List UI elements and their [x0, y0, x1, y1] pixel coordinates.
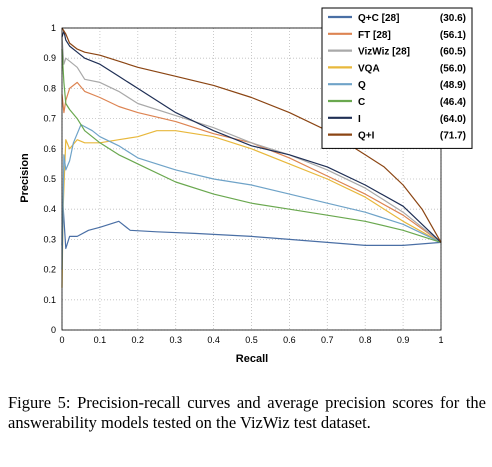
legend-score: (64.0) — [440, 114, 466, 125]
plot-frame — [61, 27, 442, 331]
x-tick-label: 0.6 — [283, 335, 296, 345]
legend-score: (56.1) — [440, 30, 466, 41]
legend-label: Q+C [28] — [358, 13, 399, 24]
axis-layer: 0 0.1 0.2 0.3 0.4 0.5 0.6 0.7 0.8 0.9 1 0 0.1 0.2 0.3 0… — [43, 23, 443, 345]
x-tick-label: 0.5 — [245, 335, 258, 345]
x-tick-label: 0.7 — [321, 335, 334, 345]
y-tick-label: 0.1 — [43, 295, 56, 305]
y-tick-label: 0 — [51, 325, 56, 335]
y-tick-label: 0.9 — [43, 53, 56, 63]
legend-score: (30.6) — [440, 13, 466, 24]
legend-label: Q — [358, 80, 366, 91]
x-tick-label: 0.9 — [397, 335, 410, 345]
series-line-7 — [61, 27, 442, 243]
series-line-6 — [61, 30, 442, 243]
series-line-3 — [61, 130, 442, 288]
legend: Q+C [28] (30.6) FT [28] (56.1) VizWiz [28] (6… — [321, 7, 473, 149]
y-tick-label: 0.3 — [43, 234, 56, 244]
y-tick-label: 0.2 — [43, 265, 56, 275]
legend-label: I — [358, 114, 361, 125]
series-line-5 — [61, 49, 442, 243]
x-axis-title: Recall — [236, 353, 268, 365]
figure-caption: Figure 5: Precision-recall curves and av… — [8, 393, 486, 432]
y-tick-label: 0.8 — [43, 83, 56, 93]
legend-label: VQA — [358, 63, 380, 74]
legend-label: C — [358, 97, 365, 108]
y-tick-label: 0.7 — [43, 114, 56, 124]
legend-label: VizWiz [28] — [358, 47, 410, 58]
y-tick-label: 0.4 — [43, 204, 56, 214]
x-tick-label: 0.2 — [132, 335, 145, 345]
legend-box — [321, 7, 473, 149]
y-tick-label: 0.5 — [43, 174, 56, 184]
legend-score: (48.9) — [440, 80, 466, 91]
series-line-1 — [61, 81, 442, 243]
x-tick-label: 0.1 — [94, 335, 107, 345]
series-line-0 — [61, 205, 442, 250]
x-tick-label: 0 — [59, 335, 64, 345]
y-axis-title: Precision — [19, 153, 31, 203]
legend-score: (60.5) — [440, 47, 466, 58]
series-line-4 — [61, 124, 442, 270]
x-tick-label: 1 — [438, 335, 443, 345]
x-tick-label: 0.3 — [169, 335, 182, 345]
series-layer — [61, 27, 442, 288]
x-tick-label: 0.8 — [359, 335, 372, 345]
legend-label: Q+I — [358, 131, 375, 142]
y-tick-label: 0.6 — [43, 144, 56, 154]
legend-score: (46.4) — [440, 97, 466, 108]
y-tick-label: 1 — [51, 23, 56, 33]
legend-score: (56.0) — [440, 63, 466, 74]
legend-label: FT [28] — [358, 30, 391, 41]
x-tick-label: 0.4 — [207, 335, 220, 345]
legend-score: (71.7) — [440, 131, 466, 142]
precision-recall-chart: 0 0.1 0.2 0.3 0.4 0.5 0.6 0.7 0.8 0.9 1 0 0.1 0.2 0.3 0… — [19, 7, 473, 365]
series-line-2 — [61, 37, 442, 243]
